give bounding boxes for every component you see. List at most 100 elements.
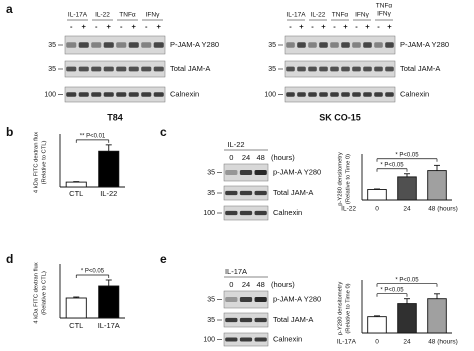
y-axis-label: 4 kDa FITC dextran flux (34, 132, 40, 193)
x-tick-label: IL-17A (98, 321, 120, 330)
size-marker: 35 (207, 296, 215, 303)
treatment-label: IL-22 (311, 12, 326, 19)
treatment-label: IL-22 (95, 12, 110, 19)
y-axis-label: p-Y280 densitometry (338, 282, 344, 336)
size-marker: 100 (203, 210, 215, 217)
blot-band (225, 317, 238, 323)
bar (397, 176, 417, 201)
treatment-label: TNFα (376, 3, 393, 10)
treatment-label: IFNγ (377, 11, 391, 18)
blot-band (141, 66, 152, 72)
blot-band (308, 42, 317, 48)
time-label: 0 (229, 153, 233, 162)
row-label: Calnexin (400, 89, 429, 98)
sign-label: + (157, 22, 162, 31)
blot-band (78, 66, 89, 72)
sign-label: - (95, 22, 98, 31)
panel-letter: b (6, 125, 13, 139)
size-marker: 35 (207, 169, 215, 176)
bar (98, 150, 120, 188)
time-label: 24 (242, 153, 250, 162)
sign-label: - (289, 22, 292, 31)
sign-label: + (107, 22, 112, 31)
row-label: p-JAM-A Y280 (273, 294, 321, 303)
blot-band (239, 296, 253, 303)
blot-band (225, 210, 238, 216)
sign-label: - (145, 22, 148, 31)
blot-band (141, 92, 152, 97)
x-tick-label: 48 (hours) (428, 339, 458, 346)
sign-label: + (82, 22, 87, 31)
blot-band (91, 92, 102, 97)
blot-band (374, 92, 383, 97)
size-marker: 35 (207, 190, 215, 197)
size-marker: 35 (48, 42, 56, 49)
y-axis-label: (Relative to Time 0) (346, 154, 352, 204)
bar (367, 189, 387, 201)
y-axis-label: (Relative to CTL) (42, 141, 48, 185)
row-label: Total JAM-A (273, 315, 313, 324)
sign-label: + (299, 22, 304, 31)
row-label: Calnexin (273, 334, 302, 343)
y-axis-label: (Relative to Time 0) (346, 283, 352, 333)
treatment-label: TNFα (119, 12, 136, 19)
bar (427, 298, 447, 334)
annotation: * P<0.05 (380, 162, 404, 168)
blot-band (128, 42, 139, 48)
treatment-label: TNFα (332, 12, 349, 19)
blot-band (308, 66, 317, 72)
blot-band (153, 92, 164, 97)
panel-letter: a (6, 2, 13, 16)
blot-band (286, 66, 295, 72)
blot-band (319, 66, 328, 72)
size-marker: 35 (48, 66, 56, 73)
blot-band (103, 66, 114, 72)
x-tick-label: 0 (375, 339, 379, 346)
blot-band (385, 42, 394, 48)
row-label: Calnexin (170, 89, 199, 98)
sign-label: - (355, 22, 358, 31)
blot-band (374, 66, 383, 72)
x-prefix: IL-22 (341, 206, 356, 213)
bar (65, 181, 87, 188)
treatment-label: IFNγ (146, 12, 160, 19)
blot-band (66, 92, 77, 97)
row-label: Total JAM-A (273, 188, 313, 197)
sign-label: - (333, 22, 336, 31)
blot-band (66, 66, 77, 72)
row-label: P-JAM-A Y280 (170, 40, 219, 49)
blot-band (239, 169, 253, 176)
blot-band (385, 66, 394, 72)
x-prefix: IL-17A (337, 339, 357, 346)
blot-title: T84 (107, 112, 123, 122)
row-label: Total JAM-A (170, 64, 210, 73)
blot-band (363, 66, 372, 72)
bar (65, 297, 87, 319)
blot-band (352, 92, 361, 97)
blot-band (91, 66, 102, 72)
blot-band (297, 42, 306, 48)
blot-band (239, 190, 253, 196)
blot-band (254, 317, 267, 323)
time-label: 48 (256, 280, 264, 289)
bar (98, 285, 120, 319)
row-label: Total JAM-A (400, 64, 440, 73)
sign-label: - (70, 22, 73, 31)
sign-label: - (120, 22, 123, 31)
blot-band (225, 169, 238, 176)
x-tick-label: 0 (375, 206, 379, 213)
panel-letter: d (6, 252, 13, 266)
bar (367, 316, 387, 334)
blot-band (225, 337, 238, 342)
annotation: * P<0.05 (395, 277, 419, 283)
blot-band (363, 92, 372, 97)
annotation: * P<0.05 (395, 152, 419, 158)
blot-strip (64, 60, 166, 78)
blot-strip (284, 60, 396, 78)
sign-label: + (387, 22, 392, 31)
blot-band (141, 42, 152, 48)
y-axis-label: p-Y280 densitometry (338, 152, 344, 206)
time-unit: (hours) (271, 153, 295, 162)
blot-band (352, 66, 361, 72)
